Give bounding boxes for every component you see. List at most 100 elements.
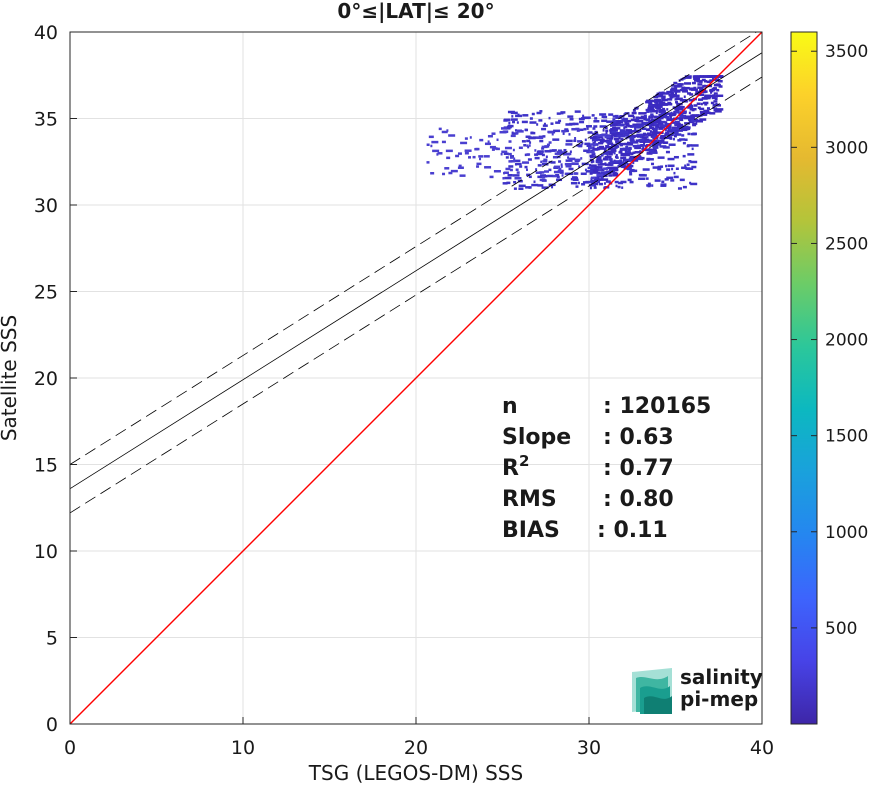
density-cell bbox=[669, 113, 673, 117]
density-cell bbox=[707, 75, 715, 78]
density-cell bbox=[663, 141, 669, 144]
density-cell bbox=[624, 131, 632, 135]
density-cell bbox=[592, 135, 598, 139]
density-cell bbox=[713, 92, 718, 95]
density-cell bbox=[661, 98, 668, 102]
density-cell bbox=[696, 75, 704, 78]
density-cell bbox=[644, 111, 647, 115]
density-cell bbox=[659, 124, 666, 127]
density-cell bbox=[591, 153, 594, 157]
density-cell bbox=[688, 160, 692, 163]
density-cell bbox=[518, 146, 523, 150]
density-cell bbox=[457, 152, 462, 155]
density-cell bbox=[645, 121, 652, 125]
density-cell bbox=[535, 168, 538, 171]
density-cell bbox=[610, 163, 614, 166]
density-cell bbox=[643, 138, 650, 142]
stat-value: : 0.11 bbox=[597, 518, 668, 543]
density-cell bbox=[631, 159, 639, 162]
density-cell bbox=[539, 171, 545, 174]
density-cell bbox=[634, 150, 641, 154]
density-cell bbox=[636, 133, 644, 137]
density-cell bbox=[511, 132, 518, 135]
density-cell bbox=[666, 118, 673, 121]
density-cell bbox=[701, 78, 706, 82]
density-cell bbox=[657, 122, 664, 125]
density-cell bbox=[658, 113, 665, 117]
density-cell bbox=[671, 112, 677, 116]
density-cell bbox=[656, 131, 664, 134]
density-cell bbox=[645, 118, 651, 121]
density-cell bbox=[706, 80, 711, 84]
density-cell bbox=[620, 138, 624, 141]
density-cell bbox=[600, 139, 604, 143]
density-cell bbox=[664, 128, 667, 132]
density-cell bbox=[674, 120, 680, 124]
density-cell bbox=[618, 151, 623, 154]
density-cell bbox=[621, 153, 626, 156]
density-cell bbox=[669, 137, 673, 140]
density-cell bbox=[531, 183, 539, 187]
y-tick-label: 15 bbox=[34, 455, 58, 477]
density-cell bbox=[648, 102, 651, 105]
density-cell bbox=[666, 108, 669, 111]
density-cell bbox=[663, 92, 670, 95]
colorbar-tick-label: 500 bbox=[825, 619, 857, 639]
density-cell bbox=[687, 92, 692, 95]
density-cell bbox=[612, 126, 617, 130]
density-cell bbox=[611, 166, 619, 170]
density-cell bbox=[679, 138, 686, 141]
density-cell bbox=[590, 164, 597, 167]
density-cell bbox=[700, 111, 707, 114]
x-tick-label: 0 bbox=[64, 737, 76, 759]
density-cell bbox=[665, 150, 670, 154]
density-cell bbox=[661, 103, 669, 106]
density-cell bbox=[704, 94, 712, 98]
density-cell bbox=[603, 152, 610, 155]
density-cell bbox=[599, 147, 607, 150]
density-cell bbox=[525, 186, 531, 189]
density-cell bbox=[521, 140, 526, 143]
density-cell bbox=[620, 156, 627, 159]
density-cell bbox=[569, 150, 572, 153]
density-cell bbox=[615, 184, 618, 188]
stat-label: R2 bbox=[502, 452, 529, 481]
density-cell bbox=[552, 155, 558, 159]
density-cell bbox=[614, 180, 619, 184]
density-cell bbox=[632, 151, 636, 155]
density-cell bbox=[548, 116, 551, 120]
density-cell bbox=[672, 137, 675, 141]
density-cell bbox=[496, 138, 499, 142]
density-cell bbox=[675, 101, 679, 104]
density-cell bbox=[682, 77, 686, 80]
density-cell bbox=[586, 144, 592, 147]
density-cell bbox=[571, 162, 579, 166]
density-cell bbox=[464, 151, 469, 155]
density-cell bbox=[564, 128, 569, 131]
density-cell bbox=[581, 142, 584, 145]
density-cell bbox=[642, 116, 647, 120]
density-cell bbox=[478, 155, 484, 158]
density-cell bbox=[541, 150, 544, 153]
density-cell bbox=[623, 113, 626, 116]
density-cell bbox=[596, 156, 602, 159]
density-cell bbox=[636, 120, 644, 123]
density-cell bbox=[564, 152, 572, 156]
density-cell bbox=[631, 169, 636, 173]
density-cell bbox=[587, 131, 593, 134]
density-cell bbox=[590, 180, 595, 183]
density-cell bbox=[455, 154, 460, 158]
density-cell bbox=[680, 123, 684, 127]
density-cell bbox=[640, 135, 643, 139]
density-cell bbox=[674, 90, 678, 93]
density-cell bbox=[601, 137, 604, 140]
density-cell bbox=[649, 130, 652, 133]
density-cell bbox=[712, 103, 719, 107]
density-cell bbox=[697, 86, 704, 89]
density-cell bbox=[714, 110, 722, 113]
density-cell bbox=[596, 157, 602, 160]
colorbar-tick-label: 2000 bbox=[825, 331, 868, 351]
density-cell bbox=[627, 124, 630, 127]
density-cell bbox=[699, 110, 703, 114]
density-cell bbox=[503, 152, 509, 155]
